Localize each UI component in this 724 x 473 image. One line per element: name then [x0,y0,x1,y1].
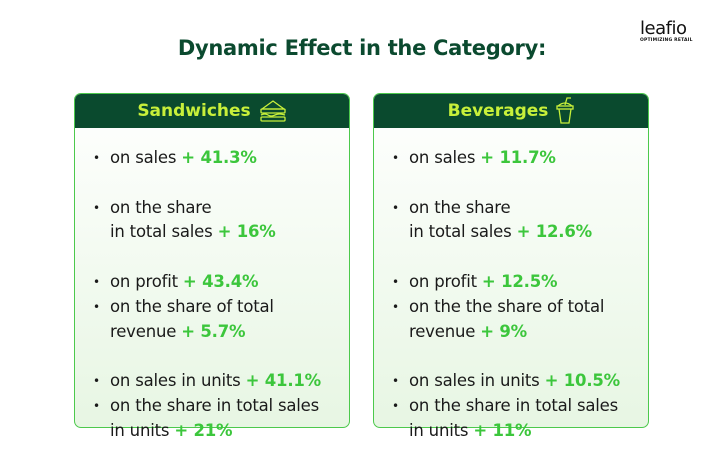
metric-value: + 5.7% [181,321,246,341]
metric-line: on the share of total [93,295,345,320]
metric-line: on profit + 12.5% [392,270,644,295]
metric-line: revenue + 9% [392,320,644,345]
metric-line: revenue + 5.7% [93,320,345,345]
logo-tagline: OPTIMIZING RETAIL [640,38,693,43]
metric-text: on profit [409,272,477,292]
metric-text: on the the share of total [409,296,605,316]
card-header: Beverages [374,94,648,128]
metric-text: on sales [409,148,476,167]
metric-line: on the the share of total [392,295,644,320]
metric-text: in units [110,420,170,440]
sandwich-icon [259,99,287,123]
metric-value: + 16% [217,222,276,242]
metric-text: on the share [110,197,212,217]
metric-text: on the share of total [110,296,274,316]
metric-value: + 12.5% [481,272,558,292]
page-title: Dynamic Effect in the Category: [177,36,547,60]
metric-text: on the share in total sales [110,395,320,415]
metric-group: on sales + 41.3% [93,146,345,171]
metric-text: revenue [409,321,476,341]
metric-line: on the share in total sales [392,394,644,419]
metric-value: + 11% [473,420,532,440]
metric-line: on the share [93,196,345,221]
metric-text: in units [409,420,469,440]
metric-line: on sales + 41.3% [93,146,345,171]
metric-value: + 12.6% [516,222,593,242]
metric-group: on sales + 11.7% [392,146,644,171]
metric-line: on sales + 11.7% [392,146,644,171]
metric-line: on the share in total sales [93,394,345,419]
metric-text: revenue [110,321,177,341]
metrics-list: on sales + 11.7% on the share in total sal… [392,146,644,468]
metric-value: + 41.1% [245,371,322,391]
metric-value: + 9% [480,321,527,341]
category-card-beverages: Beverages on sales + 11.7% on the share in … [373,93,649,440]
metric-group: on profit + 43.4%on the share of totalre… [93,270,345,344]
logo: leafio OPTIMIZING RETAIL [640,18,693,44]
metric-line: in total sales + 16% [93,220,345,245]
metric-group: on sales in units + 41.1%on the share in… [93,369,345,443]
metric-text: on the share [409,197,511,217]
metric-group: on the share in total sales + 12.6% [392,196,644,245]
logo-name: leafio [640,18,687,39]
metric-value: + 10.5% [544,371,621,391]
metric-text: on the share in total sales [409,395,619,415]
category-card-sandwiches: Sandwiches on sales + 41.3% on the share in… [74,93,350,440]
metric-value: + 11.7% [480,148,556,167]
metric-value: + 41.3% [181,148,257,167]
category-label: Sandwiches [137,101,251,121]
metric-line: on sales in units + 41.1% [93,369,345,394]
metrics-list: on sales + 41.3% on the share in total sal… [93,146,345,468]
metric-text: on sales [110,148,177,167]
metric-line: on the share [392,196,644,221]
metric-value: + 43.4% [182,272,259,292]
metric-text: in total sales [110,222,213,242]
drink-cup-icon [556,97,575,125]
card-header: Sandwiches [75,94,349,128]
metric-text: in total sales [409,222,512,242]
metric-group: on profit + 12.5%on the the share of tot… [392,270,644,344]
category-label: Beverages [447,101,549,121]
metric-text: on sales in units [110,371,241,391]
metric-value: + 21% [174,420,233,440]
metric-text: on profit [110,272,178,292]
metric-line: in units + 21% [93,419,345,444]
metric-group: on sales in units + 10.5%on the share in… [392,369,644,443]
metric-line: in total sales + 12.6% [392,220,644,245]
metric-line: in units + 11% [392,419,644,444]
metric-text: on sales in units [409,371,540,391]
metric-group: on the share in total sales + 16% [93,196,345,245]
metric-line: on profit + 43.4% [93,270,345,295]
metric-line: on sales in units + 10.5% [392,369,644,394]
